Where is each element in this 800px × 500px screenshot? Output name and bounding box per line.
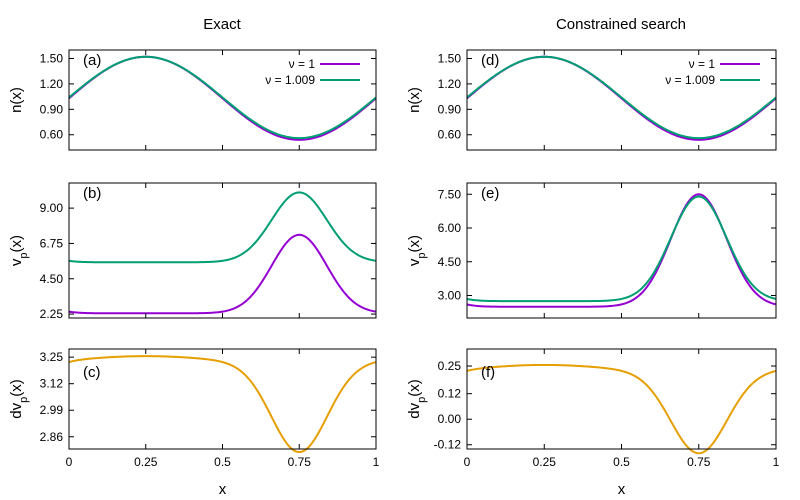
plot-frame bbox=[466, 182, 777, 319]
panel-label: (e) bbox=[481, 185, 499, 202]
y-tick-label: 6.00 bbox=[438, 221, 462, 235]
y-tick-label: 0.60 bbox=[438, 128, 462, 142]
y-axis-label: vp(x) bbox=[406, 235, 428, 266]
y-axis-label: n(x) bbox=[8, 87, 25, 113]
y-tick-label: 4.50 bbox=[40, 272, 64, 286]
panel-label: (f) bbox=[481, 364, 495, 381]
y-tick-label: 3.00 bbox=[438, 289, 462, 303]
series-line-1 bbox=[68, 233, 377, 315]
panel-d: 0.60 0.90 1.20 1.50 n(x) (d) ν = 1 ν = 1.009 bbox=[406, 49, 777, 151]
column-title-exact: Exact bbox=[203, 16, 241, 33]
series-line-1 bbox=[466, 193, 777, 308]
y-tick-label: 0.90 bbox=[438, 102, 462, 116]
plot-frame bbox=[68, 348, 377, 450]
x-tick-label: 0.5 bbox=[214, 455, 231, 469]
x-tick-label: 0.5 bbox=[613, 455, 630, 469]
y-tick-label: 2.99 bbox=[40, 403, 64, 417]
y-tick-label: 0.00 bbox=[438, 412, 462, 426]
y-tick-label: 2.25 bbox=[40, 307, 64, 321]
panel-e: 3.00 4.50 6.00 7.50 vp(x) (e) bbox=[406, 182, 777, 319]
y-axis-label: vp(x) bbox=[8, 235, 30, 266]
y-tick-label: 0.12 bbox=[438, 387, 462, 401]
y-tick-label: 3.12 bbox=[40, 377, 64, 391]
y-tick-label: -0.12 bbox=[434, 438, 462, 452]
x-tick-label: 0 bbox=[464, 455, 471, 469]
y-tick-label: 4.50 bbox=[438, 255, 462, 269]
series-line-2 bbox=[68, 191, 377, 264]
plot-frame bbox=[466, 348, 777, 450]
x-tick-label: 0.75 bbox=[288, 455, 312, 469]
panel-label: (b) bbox=[83, 185, 101, 202]
legend-label: ν = 1 bbox=[689, 57, 716, 71]
x-tick-label: 0.75 bbox=[687, 455, 711, 469]
legend-label: ν = 1.009 bbox=[665, 73, 715, 87]
y-tick-label: 1.20 bbox=[40, 77, 64, 91]
y-tick-label: 1.50 bbox=[40, 51, 64, 65]
plot-frame bbox=[68, 182, 377, 319]
legend-label: ν = 1.009 bbox=[265, 73, 315, 87]
series-line-2 bbox=[466, 55, 777, 140]
panel-f: -0.12 0.00 0.12 0.25 0 0.25 0.5 0.75 1 x dvp(x) (f) bbox=[406, 348, 780, 498]
y-tick-label: 9.00 bbox=[40, 201, 64, 215]
y-tick-label: 0.90 bbox=[40, 102, 64, 116]
legend-label: ν = 1 bbox=[289, 57, 316, 71]
panel-label: (c) bbox=[83, 364, 101, 381]
y-tick-label: 7.50 bbox=[438, 187, 462, 201]
panel-label: (d) bbox=[481, 52, 499, 69]
y-axis-label: dvp(x) bbox=[406, 379, 428, 418]
series-line-1 bbox=[68, 355, 377, 454]
panel-a: 0.60 0.90 1.20 1.50 n(x) (a) ν = 1 ν = 1.009 bbox=[8, 49, 377, 151]
panels: 0.60 0.90 1.20 1.50 n(x) (a) ν = 1 ν = 1.009 2.2… bbox=[8, 49, 780, 498]
x-tick-label: 0.25 bbox=[533, 455, 557, 469]
series-line-2 bbox=[466, 195, 777, 303]
panel-label: (a) bbox=[83, 52, 101, 69]
y-tick-label: 6.75 bbox=[40, 236, 64, 250]
x-tick-label: 1 bbox=[373, 455, 380, 469]
series-line-2 bbox=[68, 55, 377, 140]
x-axis-label: x bbox=[219, 481, 227, 498]
y-tick-label: 3.25 bbox=[40, 350, 64, 364]
y-tick-label: 0.60 bbox=[40, 128, 64, 142]
panel-c: 2.86 2.99 3.12 3.25 0 0.25 0.5 0.75 1 x dvp(x) (c) bbox=[8, 348, 380, 498]
x-axis-label: x bbox=[618, 481, 626, 498]
y-tick-label: 1.50 bbox=[438, 51, 462, 65]
y-axis-label: n(x) bbox=[406, 87, 423, 113]
y-tick-label: 1.20 bbox=[438, 77, 462, 91]
y-tick-label: 2.86 bbox=[40, 430, 64, 444]
x-tick-label: 0.25 bbox=[134, 455, 158, 469]
x-tick-label: 0 bbox=[66, 455, 73, 469]
x-tick-label: 1 bbox=[773, 455, 780, 469]
panel-b: 2.25 4.50 6.75 9.00 vp(x) (b) bbox=[8, 182, 377, 321]
column-title-constrained-search: Constrained search bbox=[556, 16, 686, 33]
y-tick-label: 0.25 bbox=[438, 359, 462, 373]
y-axis-label: dvp(x) bbox=[8, 379, 30, 418]
series-line-1 bbox=[466, 363, 777, 455]
